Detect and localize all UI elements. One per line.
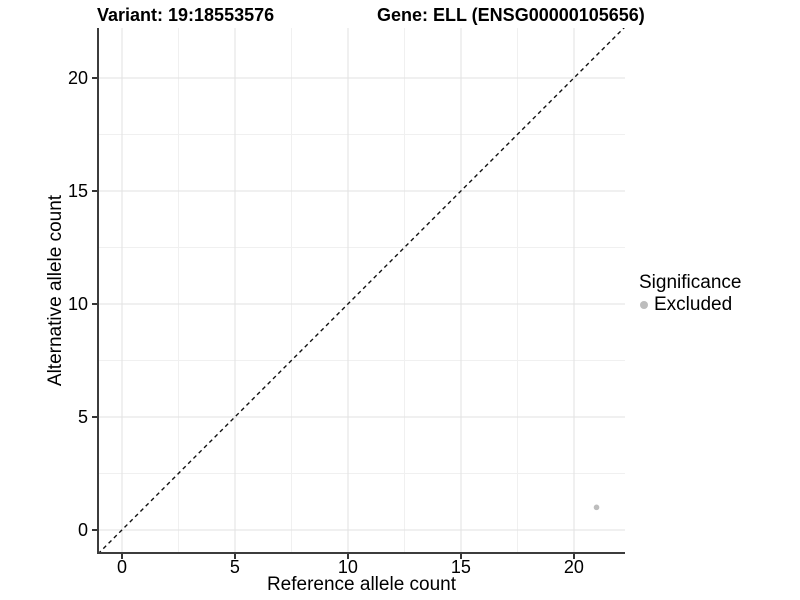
- y-tick-mark: [92, 189, 97, 192]
- x-axis-title: Reference allele count: [266, 574, 457, 595]
- legend: Significance Excluded: [639, 273, 741, 315]
- x-tick-label: 15: [450, 557, 471, 577]
- legend-item-label: Excluded: [654, 294, 733, 315]
- y-tick-mark: [92, 302, 97, 305]
- x-tick-label: 5: [229, 557, 240, 577]
- plot-canvas: [98, 28, 625, 553]
- x-tick-mark: [233, 554, 236, 559]
- x-tick-label: 20: [563, 557, 584, 577]
- y-tick-label: 10: [67, 293, 88, 314]
- x-tick-label: 10: [337, 557, 358, 577]
- y-tick-label: 15: [67, 180, 88, 201]
- y-axis-title: Alternative allele count: [45, 194, 66, 387]
- legend-title: Significance: [639, 272, 742, 293]
- y-tick-label: 0: [77, 519, 88, 540]
- legend-circle-icon: [640, 301, 648, 309]
- x-tick-mark: [120, 554, 123, 559]
- x-tick-mark: [572, 554, 575, 559]
- legend-item-excluded: Excluded: [639, 295, 741, 315]
- x-tick-mark: [459, 554, 462, 559]
- x-tick-label: 0: [116, 557, 127, 577]
- y-tick-mark: [92, 415, 97, 418]
- y-tick-label: 20: [67, 67, 88, 88]
- identity-dashed-line: [98, 28, 625, 553]
- y-axis-line: [97, 28, 99, 554]
- y-tick-label: 5: [77, 406, 88, 427]
- x-axis-line: [97, 552, 625, 554]
- gene-title: Gene: ELL (ENSG00000105656): [377, 5, 645, 25]
- x-tick-mark: [346, 554, 349, 559]
- y-tick-mark: [92, 76, 97, 79]
- plot-panel: [98, 28, 625, 553]
- y-tick-mark: [92, 528, 97, 531]
- variant-title: Variant: 19:18553576: [97, 5, 275, 25]
- data-point: [593, 504, 600, 511]
